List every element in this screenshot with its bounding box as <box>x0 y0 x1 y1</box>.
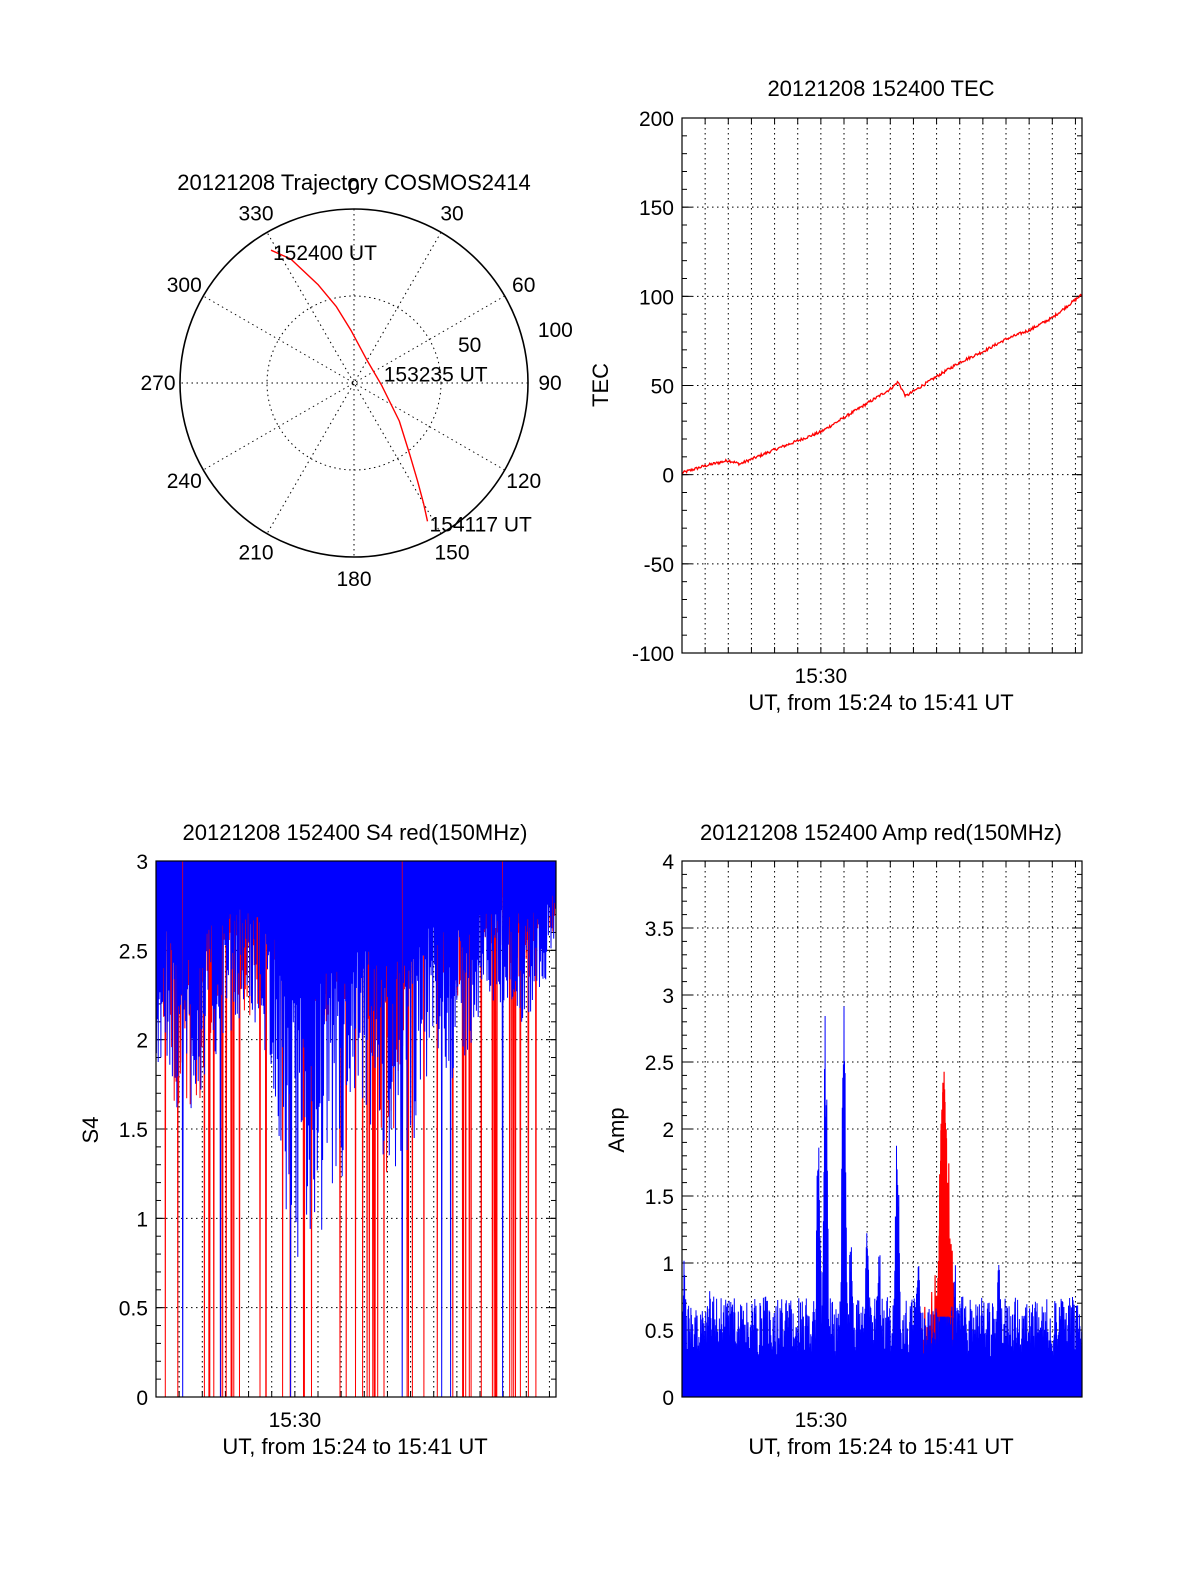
polar-angle-label: 60 <box>512 274 535 297</box>
amp-frame <box>681 860 1083 1398</box>
polar-trajectory-series <box>270 249 429 522</box>
polar-radius-label: 100 <box>538 319 573 342</box>
tec-grid <box>682 117 1082 654</box>
amp-red-burst <box>937 1071 952 1318</box>
tec-ytick-label: 50 <box>651 376 674 399</box>
polar-grid <box>179 208 529 558</box>
s4-ytick-label: 0.5 <box>119 1298 148 1321</box>
polar-angle-label: 330 <box>238 202 273 225</box>
polar-annotation: 154117 UT <box>430 513 533 536</box>
amp-ytick-label: 1.5 <box>645 1186 674 1209</box>
polar-annotation: 152400 UT <box>273 242 377 265</box>
polar-radius-label: 50 <box>458 334 481 357</box>
polar-angle-label: 0 <box>348 176 360 199</box>
s4-ytick-label: 2.5 <box>119 940 148 963</box>
s4-ylabel: S4 <box>78 1117 103 1144</box>
polar-spoke <box>266 232 442 534</box>
amp-ytick-label: 2.5 <box>645 1052 674 1075</box>
polar-angle-label: 300 <box>167 274 202 297</box>
amp-ytick-label: 3.5 <box>645 918 674 941</box>
polar-trajectory-panel: 20121208 Trajectory COSMOS2414 0 30 60 90 12… <box>140 170 572 591</box>
amp-xlabel: UT, from 15:24 to 15:41 UT <box>748 1434 1013 1459</box>
tec-ytick-label: 150 <box>639 197 674 220</box>
amp-xtick-label: 15:30 <box>795 1409 848 1432</box>
polar-angle-label: 150 <box>434 542 469 565</box>
s4-ytick-label: 1 <box>136 1208 148 1231</box>
amp-ytick-label: 2 <box>662 1119 674 1142</box>
tec-panel: 20121208 152400 TEC 200 150 100 50 0 -50 -100 1… <box>588 76 1083 715</box>
tec-tick-labels: 200 150 100 50 0 -50 -100 15:30 <box>632 108 847 688</box>
amp-ytick-label: 3 <box>662 985 674 1008</box>
polar-angle-label: 30 <box>440 202 463 225</box>
tec-ytick-label: 100 <box>639 286 674 309</box>
polar-trajectory-line <box>270 249 429 522</box>
amp-ylabel: Amp <box>604 1107 629 1152</box>
s4-ytick-label: 3 <box>136 851 148 874</box>
s4-frame <box>155 860 557 1398</box>
tec-ytick-label: 0 <box>662 465 674 488</box>
amp-panel: 20121208 152400 Amp red(150MHz) 4 3.5 3 2.5… <box>604 820 1083 1459</box>
s4-xtick-label: 15:30 <box>269 1409 322 1432</box>
s4-ytick-label: 1.5 <box>119 1119 148 1142</box>
tec-title: 20121208 152400 TEC <box>767 76 994 101</box>
tec-ytick-label: 200 <box>639 108 674 131</box>
polar-annotations: 152400 UT 153235 UT 154117 UT <box>273 242 532 536</box>
polar-angle-label: 270 <box>140 372 175 395</box>
s4-ytick-label: 0 <box>136 1387 148 1410</box>
polar-angle-label: 210 <box>238 542 273 565</box>
tec-frame <box>681 117 1083 654</box>
amp-ytick-label: 0.5 <box>645 1320 674 1343</box>
tec-ytick-label: -100 <box>632 643 674 666</box>
s4-xlabel: UT, from 15:24 to 15:41 UT <box>222 1434 487 1459</box>
s4-ytick-label: 2 <box>136 1030 148 1053</box>
polar-angle-label: 240 <box>167 470 202 493</box>
polar-title: 20121208 Trajectory COSMOS2414 <box>177 170 530 195</box>
polar-spoke <box>266 232 442 534</box>
tec-xlabel: UT, from 15:24 to 15:41 UT <box>748 690 1013 715</box>
amp-tick-labels: 4 3.5 3 2.5 2 1.5 1 0.5 0 15:30 <box>645 851 847 1432</box>
amp-ytick-label: 4 <box>662 851 674 874</box>
amp-ytick-label: 1 <box>662 1253 674 1276</box>
tec-ylabel: TEC <box>588 363 613 407</box>
polar-angle-label: 90 <box>538 372 561 395</box>
s4-panel: 20121208 152400 S4 red(150MHz) 3 2.5 2 1.5 1… <box>78 820 557 1459</box>
polar-angle-label: 120 <box>506 470 541 493</box>
tec-series <box>681 293 1083 475</box>
polar-angle-label: 180 <box>336 568 371 591</box>
tec-xtick-label: 15:30 <box>795 665 848 688</box>
tec-ytick-label: -50 <box>644 554 674 577</box>
s4-title: 20121208 152400 S4 red(150MHz) <box>183 820 528 845</box>
tec-line <box>681 293 1083 475</box>
amp-ytick-label: 0 <box>662 1387 674 1410</box>
amp-title: 20121208 152400 Amp red(150MHz) <box>700 820 1062 845</box>
polar-annotation: 153235 UT <box>384 363 488 386</box>
polar-angle-labels: 0 30 60 90 120 150 180 210 240 270 300 330 50 100 <box>140 176 572 591</box>
s4-tick-labels: 3 2.5 2 1.5 1 0.5 0 15:30 <box>119 851 321 1432</box>
